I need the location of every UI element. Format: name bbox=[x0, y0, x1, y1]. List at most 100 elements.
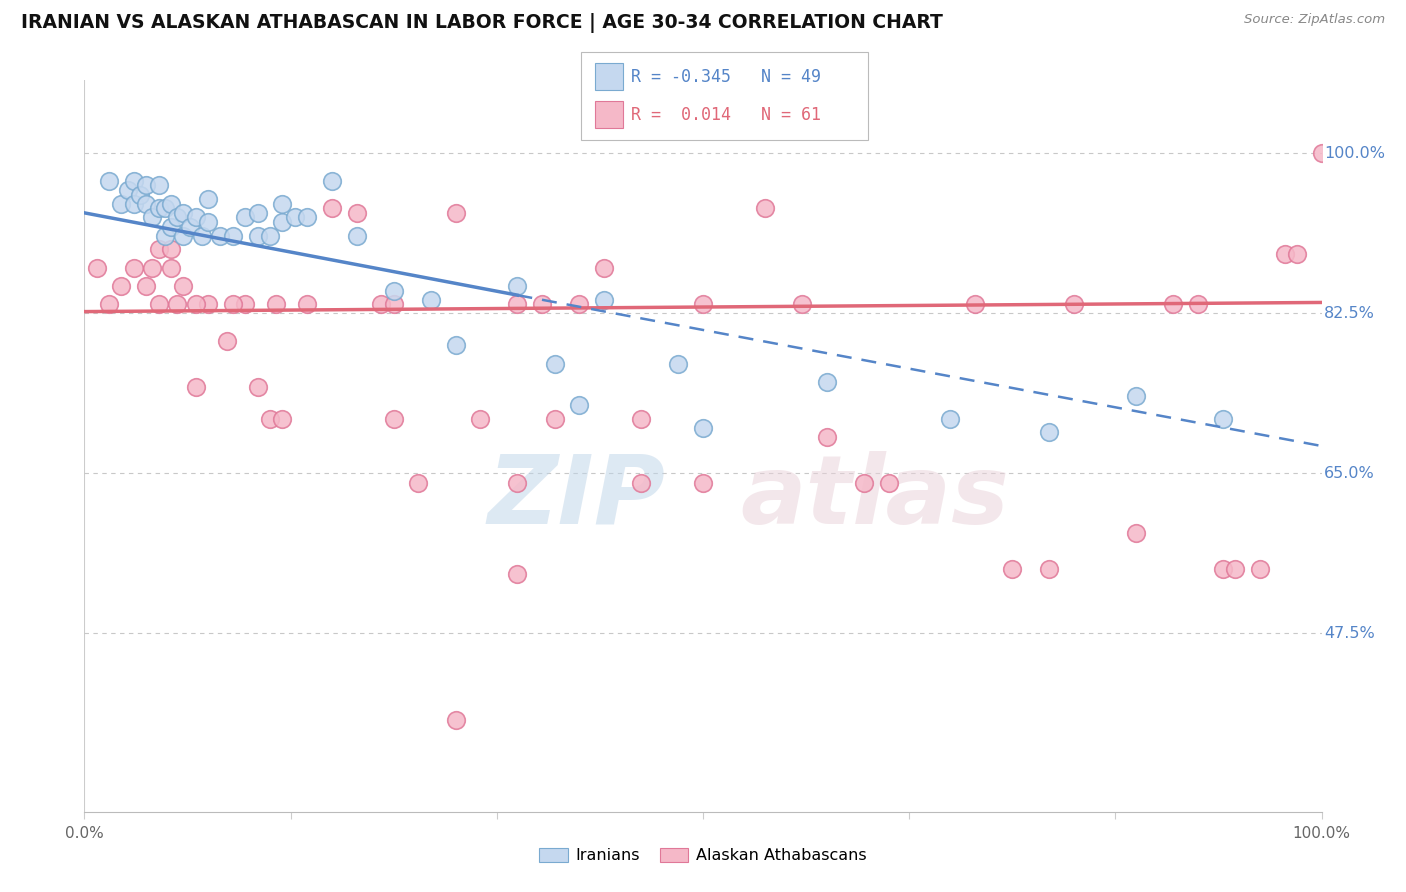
Point bbox=[346, 228, 368, 243]
Point bbox=[1125, 525, 1147, 540]
Text: 100.0%: 100.0% bbox=[1324, 146, 1385, 161]
Point bbox=[1125, 389, 1147, 403]
Point bbox=[259, 228, 281, 243]
Point bbox=[172, 206, 194, 220]
Point bbox=[1274, 247, 1296, 261]
Text: R =  0.014   N = 61: R = 0.014 N = 61 bbox=[631, 106, 821, 124]
Point bbox=[259, 411, 281, 425]
Point bbox=[160, 196, 183, 211]
Point bbox=[1212, 411, 1234, 425]
Point bbox=[86, 260, 108, 275]
Point bbox=[965, 297, 987, 311]
Point bbox=[531, 297, 554, 311]
Point bbox=[98, 297, 121, 311]
Point bbox=[382, 411, 405, 425]
Point bbox=[382, 297, 405, 311]
Point bbox=[382, 284, 405, 298]
Point bbox=[815, 375, 838, 389]
Point bbox=[692, 297, 714, 311]
Point bbox=[246, 206, 269, 220]
Point bbox=[148, 243, 170, 257]
Text: 65.0%: 65.0% bbox=[1324, 466, 1375, 481]
Point bbox=[135, 196, 157, 211]
Point bbox=[852, 475, 875, 490]
Point bbox=[135, 279, 157, 293]
Point bbox=[506, 567, 529, 582]
Text: 47.5%: 47.5% bbox=[1324, 626, 1375, 641]
Point bbox=[172, 279, 194, 293]
Point bbox=[444, 714, 467, 728]
Point bbox=[122, 174, 145, 188]
Point bbox=[110, 279, 132, 293]
Point bbox=[1001, 562, 1024, 576]
Point bbox=[166, 297, 188, 311]
Point bbox=[215, 334, 238, 348]
Point bbox=[370, 297, 392, 311]
Point bbox=[593, 293, 616, 307]
Point bbox=[543, 411, 565, 425]
Point bbox=[233, 297, 256, 311]
Point bbox=[408, 475, 430, 490]
Point bbox=[506, 279, 529, 293]
Point bbox=[692, 421, 714, 435]
Point bbox=[1063, 297, 1085, 311]
Legend: Iranians, Alaskan Athabascans: Iranians, Alaskan Athabascans bbox=[533, 841, 873, 870]
Point bbox=[1223, 562, 1246, 576]
Point bbox=[246, 228, 269, 243]
Point bbox=[1212, 562, 1234, 576]
Text: IRANIAN VS ALASKAN ATHABASCAN IN LABOR FORCE | AGE 30-34 CORRELATION CHART: IRANIAN VS ALASKAN ATHABASCAN IN LABOR F… bbox=[21, 13, 943, 33]
Point bbox=[153, 228, 176, 243]
Point bbox=[110, 196, 132, 211]
Point bbox=[444, 338, 467, 352]
Point bbox=[233, 211, 256, 225]
Point bbox=[1161, 297, 1184, 311]
Point bbox=[153, 202, 176, 216]
Point bbox=[346, 206, 368, 220]
Point bbox=[295, 211, 318, 225]
Point bbox=[184, 211, 207, 225]
Point bbox=[197, 192, 219, 206]
Point bbox=[271, 215, 294, 229]
Point bbox=[444, 206, 467, 220]
Point bbox=[98, 174, 121, 188]
Point bbox=[692, 475, 714, 490]
Point bbox=[284, 211, 307, 225]
Point bbox=[141, 260, 163, 275]
Point bbox=[815, 430, 838, 444]
Point bbox=[160, 260, 183, 275]
Point bbox=[877, 475, 900, 490]
Point bbox=[568, 297, 591, 311]
Point bbox=[939, 411, 962, 425]
Point bbox=[148, 202, 170, 216]
Text: R = -0.345   N = 49: R = -0.345 N = 49 bbox=[631, 69, 821, 87]
Point bbox=[166, 211, 188, 225]
Point bbox=[295, 297, 318, 311]
Point bbox=[197, 297, 219, 311]
Point bbox=[1187, 297, 1209, 311]
Point bbox=[191, 228, 214, 243]
Text: ZIP: ZIP bbox=[488, 450, 666, 544]
Point bbox=[1038, 562, 1060, 576]
Point bbox=[506, 297, 529, 311]
Point bbox=[148, 178, 170, 193]
Point bbox=[184, 379, 207, 393]
Point bbox=[141, 211, 163, 225]
Point bbox=[506, 475, 529, 490]
Point bbox=[184, 297, 207, 311]
Point bbox=[179, 219, 201, 234]
Point bbox=[122, 260, 145, 275]
Text: atlas: atlas bbox=[740, 450, 1010, 544]
Point bbox=[271, 196, 294, 211]
Point bbox=[1310, 146, 1333, 161]
Point bbox=[172, 228, 194, 243]
Point bbox=[160, 243, 183, 257]
Point bbox=[321, 202, 343, 216]
Point bbox=[264, 297, 287, 311]
Point bbox=[754, 202, 776, 216]
Point bbox=[790, 297, 813, 311]
Point bbox=[222, 228, 245, 243]
Point bbox=[1285, 247, 1308, 261]
Point bbox=[160, 219, 183, 234]
Point bbox=[117, 183, 139, 197]
Point bbox=[470, 411, 492, 425]
